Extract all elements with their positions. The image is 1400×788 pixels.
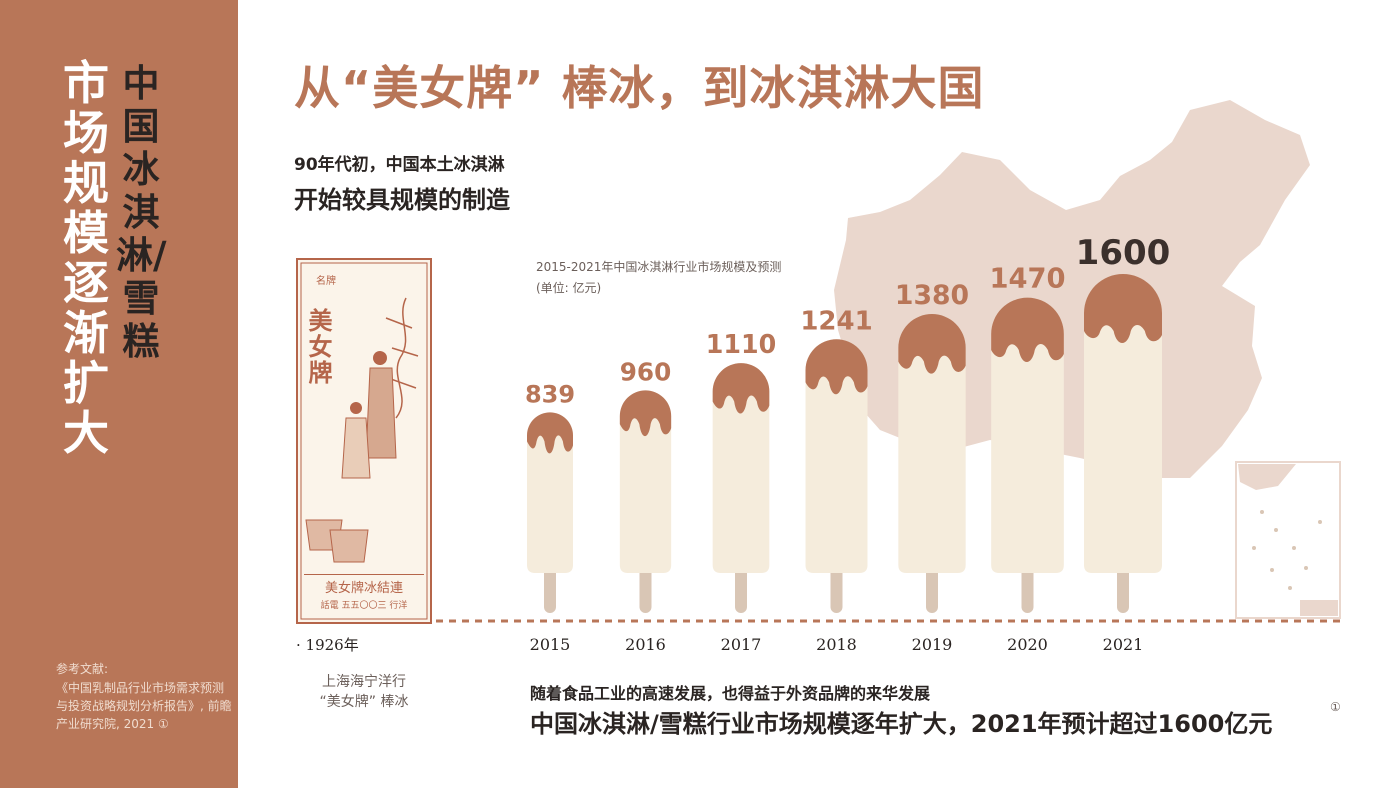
- value-label: 960: [620, 357, 671, 386]
- south-sea-islands: [1252, 510, 1322, 590]
- vintage-poster: 名牌 美女牌 美女牌冰結連 話電 五五〇〇三 行洋: [296, 258, 432, 624]
- sidebar-sub-title: 中国冰淇淋/雪糕: [116, 62, 167, 363]
- x-tick-label: 2016: [625, 635, 666, 654]
- popsicle-bar-2019: [898, 314, 966, 613]
- value-label: 839: [525, 380, 575, 408]
- bar-chocolate-cap: [1084, 274, 1162, 343]
- intro-line-2: 开始较具规模的制造: [294, 186, 510, 214]
- bar-stick: [830, 561, 843, 613]
- bar-body: [712, 363, 770, 573]
- x-tick-group: 2015 2016 2017 2018 2019 2020 2021: [530, 635, 1144, 654]
- footer-note-1: 随着食品工业的高速发展，也得益于外资品牌的来华发展: [530, 684, 931, 703]
- poster-brand-text: 美女牌: [304, 307, 332, 386]
- intro-line-1: 90年代初，中国本土冰淇淋: [294, 155, 505, 175]
- bar-stick: [639, 561, 652, 613]
- popsicle-bar-2015: [527, 412, 573, 613]
- page-title: 从“美女牌” 棒冰，到冰淇淋大国: [294, 61, 985, 115]
- footer-note-2: 中国冰淇淋/雪糕行业市场规模逐年扩大，2021年预计超过1600亿元: [530, 710, 1273, 738]
- bar-stick: [544, 561, 556, 613]
- poster-tag-text: 名牌: [316, 274, 336, 287]
- bar-body: [991, 297, 1064, 573]
- poster-banner-text: 美女牌冰結連: [325, 580, 403, 596]
- bar-chocolate-cap: [712, 363, 770, 414]
- x-tick-label: 2017: [721, 635, 762, 654]
- popsicle-bar-2021: [1084, 274, 1162, 613]
- poster-caption-line-2: “美女牌” 棒冰: [319, 694, 409, 710]
- value-label: 1110: [706, 329, 777, 359]
- popsicle-bar-2018: [805, 339, 868, 613]
- bar-body: [898, 314, 966, 573]
- taiwan-inset-shape: [1300, 600, 1338, 616]
- bar-chocolate-cap: [527, 412, 573, 454]
- poster-tree-icon: [385, 297, 419, 419]
- poster-year: · 1926年: [296, 636, 359, 654]
- south-sea-coast: [1238, 464, 1296, 490]
- x-tick-label: 2019: [912, 635, 953, 654]
- popsicle-bar-2016: [619, 390, 672, 613]
- x-tick-label: 2018: [816, 635, 857, 654]
- popsicle-bar-2017: [712, 363, 770, 613]
- value-label: 1470: [989, 264, 1065, 295]
- poster-caption-line-1: 上海海宁洋行: [322, 674, 406, 690]
- bar-stick: [926, 561, 938, 613]
- bar-chocolate-cap: [898, 314, 966, 374]
- poster-phone-text: 話電 五五〇〇三 行洋: [321, 599, 408, 611]
- value-label: 1600: [1076, 233, 1171, 273]
- poster-cup2-icon: [329, 529, 369, 563]
- bar-chocolate-cap: [805, 339, 868, 395]
- reference-label: 参考文献:: [56, 662, 109, 676]
- value-label: 1380: [895, 280, 969, 311]
- bar-body: [1084, 274, 1162, 573]
- reference-text: 《中国乳制品行业市场需求预测与投资战略规划分析报告》, 前瞻产业研究院, 202…: [56, 681, 232, 731]
- poster-caption: 上海海宁洋行 “美女牌” 棒冰: [296, 672, 432, 712]
- reference-block: 参考文献: 《中国乳制品行业市场需求预测与投资战略规划分析报告》, 前瞻产业研究…: [56, 660, 234, 733]
- bar-stick: [735, 561, 747, 613]
- chart-title: 2015-2021年中国冰淇淋行业市场规模及预测: [536, 260, 782, 274]
- popsicle-bar-2020: [991, 297, 1064, 613]
- bar-group: 839 960 1110 1241 1380 1470 1600: [525, 233, 1170, 613]
- chart-unit: (单位: 亿元): [536, 281, 602, 295]
- value-label: 1241: [800, 306, 872, 336]
- sidebar: 市场规模逐渐扩大 中国冰淇淋/雪糕 参考文献: 《中国乳制品行业市场需求预测与投…: [0, 0, 238, 788]
- bar-stick: [1021, 561, 1034, 613]
- bar-body: [527, 412, 573, 573]
- x-tick-label: 2021: [1103, 635, 1144, 654]
- poster-person-icon: [373, 351, 387, 365]
- poster-person2-icon: [350, 402, 362, 414]
- bar-chocolate-cap: [619, 390, 672, 437]
- x-tick-label: 2015: [530, 635, 571, 654]
- bar-body: [805, 339, 868, 573]
- bar-body: [619, 390, 672, 573]
- bar-chocolate-cap: [991, 297, 1064, 362]
- sidebar-main-title: 市场规模逐渐扩大: [63, 56, 109, 460]
- footnote-mark: ①: [1330, 700, 1341, 714]
- poster-person-body-icon: [365, 367, 397, 459]
- x-tick-label: 2020: [1007, 635, 1048, 654]
- bar-stick: [1117, 561, 1129, 613]
- poster-person2-body-icon: [341, 417, 371, 479]
